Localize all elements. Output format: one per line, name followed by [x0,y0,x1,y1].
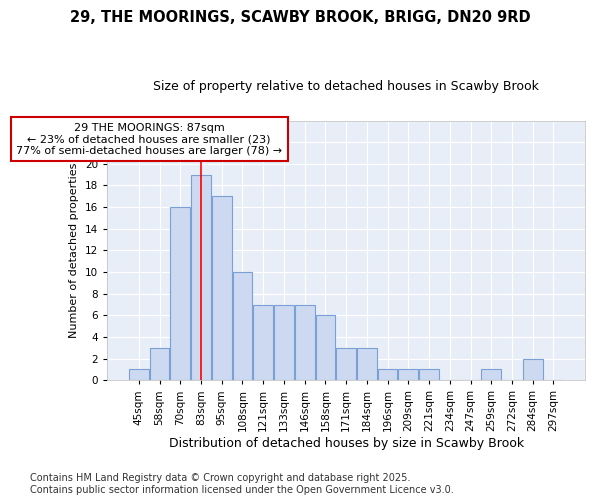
Bar [253,304,273,380]
Bar [233,272,253,380]
Title: Size of property relative to detached houses in Scawby Brook: Size of property relative to detached ho… [153,80,539,93]
Bar [481,370,501,380]
Bar [170,207,190,380]
Bar [149,348,169,380]
Text: 29 THE MOORINGS: 87sqm
← 23% of detached houses are smaller (23)
77% of semi-det: 29 THE MOORINGS: 87sqm ← 23% of detached… [16,122,282,156]
Bar [419,370,439,380]
X-axis label: Distribution of detached houses by size in Scawby Brook: Distribution of detached houses by size … [169,437,524,450]
Bar [316,316,335,380]
Text: 29, THE MOORINGS, SCAWBY BROOK, BRIGG, DN20 9RD: 29, THE MOORINGS, SCAWBY BROOK, BRIGG, D… [70,10,530,25]
Y-axis label: Number of detached properties: Number of detached properties [70,162,79,338]
Bar [212,196,232,380]
Text: Contains HM Land Registry data © Crown copyright and database right 2025.
Contai: Contains HM Land Registry data © Crown c… [30,474,454,495]
Bar [357,348,377,380]
Bar [378,370,397,380]
Bar [191,174,211,380]
Bar [295,304,314,380]
Bar [274,304,294,380]
Bar [523,358,542,380]
Bar [398,370,418,380]
Bar [129,370,149,380]
Bar [336,348,356,380]
